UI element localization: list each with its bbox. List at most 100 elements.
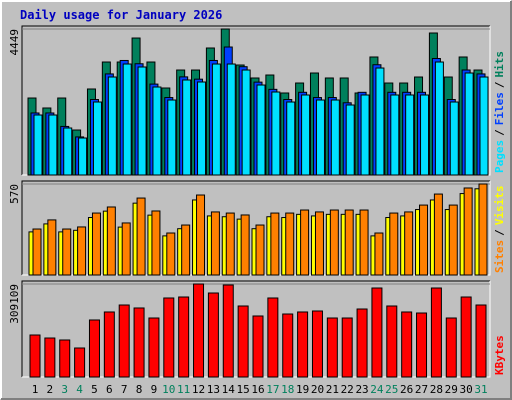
bar [193,283,205,378]
bar [389,212,399,276]
x-tick-label: 13 [207,383,220,396]
legend-entry: Sites [493,240,506,273]
bar [222,284,234,378]
bar [341,317,353,378]
x-tick-label: 12 [192,383,205,396]
x-tick-label: 1 [32,383,39,396]
bar [240,214,250,276]
x-tick-label: 18 [281,383,294,396]
bar [225,212,235,276]
x-tick-label: 30 [460,383,473,396]
bar [77,226,87,276]
x-tick-label: 25 [385,383,398,396]
bar [47,219,57,276]
chart-title: Daily usage for January 2026 [20,8,222,22]
bar [91,212,101,276]
legend-entry: Pages [493,140,506,173]
bar [416,312,428,378]
y-tick-label: 309109 [8,284,21,324]
legend-entry: KBytes [493,335,506,375]
bar [78,137,88,176]
bar [448,204,458,276]
bar [210,211,220,276]
bar [163,297,175,378]
bar [345,104,355,176]
bar [464,72,474,176]
bar [433,193,443,276]
bar [401,311,413,378]
bar [460,296,472,378]
bar [282,313,294,378]
bar [267,297,279,378]
bar [181,224,191,276]
legend: KBytes [493,335,506,375]
x-tick-label: 15 [237,383,250,396]
legend: Pages / Files / Hits [493,51,506,173]
plot-border-light [22,281,491,378]
bar [88,319,100,378]
x-tick-label: 4 [76,383,83,396]
bar [297,311,309,378]
legend-separator: / [493,129,506,136]
bar [419,204,429,276]
bar [434,61,444,176]
x-tick-label: 8 [136,383,143,396]
bar [479,76,489,176]
y-tick-label: 570 [8,184,21,204]
bar [207,292,219,378]
bar [270,212,280,276]
bar [375,67,385,176]
bar [148,317,160,378]
bar [103,311,115,378]
legend-entry: Hits [493,51,506,78]
bar [121,222,131,276]
x-tick-label: 20 [311,383,324,396]
legend-entry: Visits [493,186,506,226]
bar [122,63,132,176]
bar [167,99,177,176]
bar [237,305,249,378]
x-tick-label: 5 [91,383,98,396]
x-tick-label: 17 [266,383,279,396]
bar [475,304,487,378]
legend-entry: Files [493,92,506,125]
x-tick-label: 27 [415,383,428,396]
bar [133,307,145,378]
bar [226,63,236,176]
y-tick-label: 4449 [8,29,21,56]
bar [196,194,206,276]
bar [360,94,370,176]
bar [32,228,42,276]
x-tick-label: 2 [47,383,54,396]
bar [374,232,384,276]
bar [330,99,340,176]
bar [405,94,415,176]
bar [256,84,266,176]
bar [445,317,457,378]
bar [390,94,400,176]
bar [152,86,162,176]
bar [326,317,338,378]
bar [420,94,430,176]
plot-border-dark [21,280,490,377]
bar [197,81,207,176]
bar [74,347,86,378]
bar [63,127,73,176]
bar [271,91,281,176]
bar [404,211,414,276]
x-tick-label: 3 [61,383,68,396]
bar [151,210,161,276]
x-tick-label: 16 [251,383,264,396]
bar [315,99,325,176]
bar [107,76,117,176]
bar [449,101,459,176]
legend-separator: / [493,81,506,88]
x-tick-label: 9 [151,383,158,396]
bar [182,79,192,176]
bar [255,224,265,276]
x-tick-label: 24 [370,383,384,396]
bar [286,101,296,176]
bar [178,296,190,378]
bar [356,308,368,378]
